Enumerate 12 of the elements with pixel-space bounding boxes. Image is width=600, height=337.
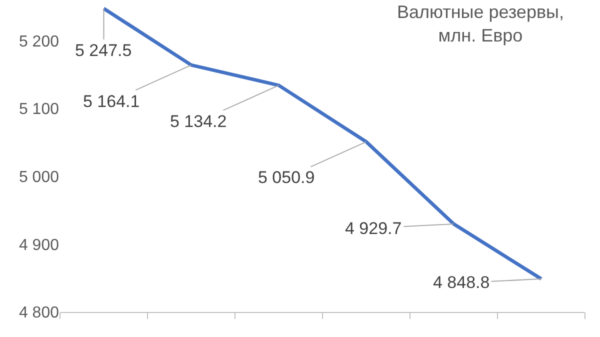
text: 5 164.1 — [83, 92, 140, 111]
text: 5 247.5 — [75, 41, 132, 60]
y-tick-label: 4 900 — [18, 236, 60, 254]
text: 5 134.2 — [170, 112, 227, 131]
text: 5 050.9 — [258, 168, 315, 187]
text: 4 848.8 — [433, 273, 490, 292]
y-tick-label: 5 100 — [18, 101, 60, 118]
text: Валютные резервы, млн. Евро — [397, 2, 564, 46]
y-tick-label: 5 200 — [18, 33, 60, 50]
y-tick-label: 5 000 — [18, 168, 60, 186]
y-tick-label: 4 800 — [18, 304, 60, 322]
text: 4 929.7 — [345, 219, 402, 238]
